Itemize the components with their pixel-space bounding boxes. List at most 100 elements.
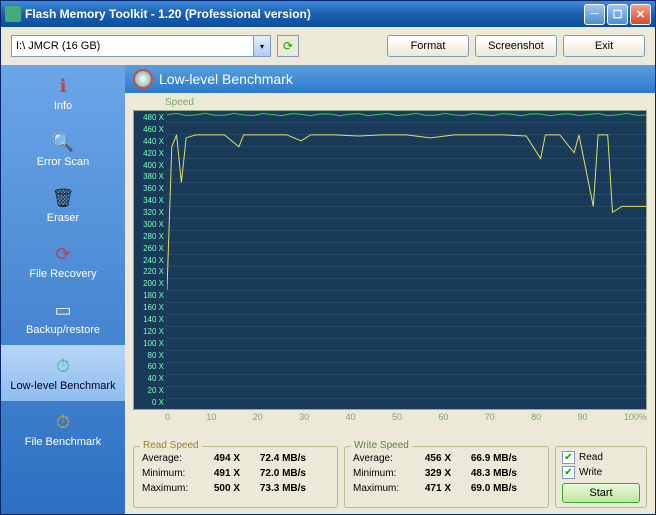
stat-x: 456 X [411,451,451,466]
chevron-down-icon: ▾ [253,36,270,56]
close-button[interactable]: ✕ [630,4,651,25]
chart-xaxis: 0102030405060708090100% [165,410,647,424]
xtick-label: 80 [531,412,541,422]
ytick-label: 220 X [136,267,164,276]
sidebar-item-label: Eraser [47,212,79,224]
ytick-label: 260 X [136,244,164,253]
sidebar-item-label: Error Scan [37,156,90,168]
refresh-icon: ⟳ [283,39,293,53]
stat-label: Minimum: [353,466,405,481]
sidebar-item-file-recovery[interactable]: ⟳ File Recovery [1,233,125,289]
xtick-label: 60 [438,412,448,422]
ytick-label: 100 X [136,339,164,348]
stat-label: Minimum: [142,466,194,481]
stats-row: Read Speed Average: 494 X 72.4 MB/s Minimum… [125,442,655,514]
sidebar-item-error-scan[interactable]: 🔍 Error Scan [1,121,125,177]
stopwatch-icon [133,69,153,89]
write-checkbox-label: Write [579,467,602,478]
screenshot-button[interactable]: Screenshot [475,35,557,57]
main-panel: Low-level Benchmark Speed 480 X 460 X 440 … [125,65,655,514]
refresh-button[interactable]: ⟳ [277,35,299,57]
xtick-label: 50 [392,412,402,422]
stat-mb: 72.0 MB/s [246,466,306,481]
stat-line: Average: 494 X 72.4 MB/s [142,451,329,466]
panel-header: Low-level Benchmark [125,65,655,93]
stat-mb: 72.4 MB/s [246,451,306,466]
toolbar: I:\ JMCR (16 GB) ▾ ⟳ Format Screenshot E… [1,27,655,65]
sidebar-item-low-level-benchmark[interactable]: ⏱ Low-level Benchmark [1,345,125,401]
sidebar-icon: ⏱ [51,410,75,434]
sidebar-item-label: File Benchmark [25,436,101,448]
sidebar-icon: 🔍 [51,130,75,154]
panel-title: Low-level Benchmark [159,71,293,87]
titlebar: Flash Memory Toolkit - 1.20 (Professiona… [1,1,655,27]
controls-group: ✔ Read ✔ Write Start [555,446,647,508]
stat-x: 500 X [200,481,240,496]
chart-yaxis: 480 X460 X440 X420 X400 X380 X360 X340 X… [134,111,166,409]
stat-mb: 69.0 MB/s [457,481,517,496]
minimize-button[interactable]: ─ [584,4,605,25]
read-checkbox[interactable]: ✔ Read [562,451,640,464]
ytick-label: 120 X [136,327,164,336]
sidebar-item-info[interactable]: ℹInfo [1,65,125,121]
ytick-label: 300 X [136,220,164,229]
read-speed-group: Read Speed Average:494 X72.4 MB/sMinimum… [133,446,338,508]
sidebar-item-eraser[interactable]: 🗑 Eraser [1,177,125,233]
write-legend: Write Speed [351,440,412,451]
window-title: Flash Memory Toolkit - 1.20 (Professiona… [25,7,584,21]
stat-line: Maximum: 500 X 73.3 MB/s [142,481,329,496]
chart-svg [167,111,646,409]
sidebar-item-label: File Recovery [29,268,96,280]
ytick-label: 20 X [136,386,164,395]
sidebar-icon: ⏱ [51,354,75,378]
ytick-label: 40 X [136,374,164,383]
drive-select[interactable]: I:\ JMCR (16 GB) ▾ [11,35,271,57]
stat-label: Average: [142,451,194,466]
ytick-label: 80 X [136,351,164,360]
maximize-button[interactable]: ☐ [607,4,628,25]
stat-label: Maximum: [353,481,405,496]
stat-x: 491 X [200,466,240,481]
stat-mb: 73.3 MB/s [246,481,306,496]
app-icon [5,6,21,22]
sidebar-item-label: Low-level Benchmark [10,380,115,392]
sidebar-item-backup-restore[interactable]: ▭ Backup/restore [1,289,125,345]
ytick-label: 480 X [136,113,164,122]
xtick-label: 90 [578,412,588,422]
stat-x: 494 X [200,451,240,466]
ytick-label: 60 X [136,362,164,371]
xtick-label: 70 [485,412,495,422]
format-button[interactable]: Format [387,35,469,57]
stat-line: Minimum: 329 X 48.3 MB/s [353,466,540,481]
ytick-label: 420 X [136,149,164,158]
exit-button[interactable]: Exit [563,35,645,57]
ytick-label: 440 X [136,137,164,146]
sidebar-icon: 🗑 [51,186,75,210]
stat-mb: 66.9 MB/s [457,451,517,466]
sidebar-icon: ⟳ [51,242,75,266]
ytick-label: 380 X [136,172,164,181]
sidebar-item-label: Backup/restore [26,324,100,336]
stat-label: Maximum: [142,481,194,496]
chart-speed-label: Speed [165,97,647,108]
start-button[interactable]: Start [562,483,640,503]
checkbox-icon: ✔ [562,466,575,479]
write-checkbox[interactable]: ✔ Write [562,466,640,479]
stat-line: Average:456 X66.9 MB/s [353,451,540,466]
sidebar: ℹInfo 🔍 Error Scan 🗑 Eraser ⟳ File Recovery ▭ Ba… [1,65,125,514]
xtick-label: 0 [165,412,170,422]
stat-x: 329 X [411,466,451,481]
ytick-label: 320 X [136,208,164,217]
read-legend: Read Speed [140,440,202,451]
xtick-label: 40 [346,412,356,422]
sidebar-icon: ▭ [51,298,75,322]
ytick-label: 200 X [136,279,164,288]
stat-mb: 48.3 MB/s [457,466,517,481]
sidebar-item-file-benchmark[interactable]: ⏱ File Benchmark [1,401,125,457]
sidebar-item-label: Info [54,100,72,112]
stat-line: Maximum:471 X69.0 MB/s [353,481,540,496]
ytick-label: 460 X [136,125,164,134]
checkbox-icon: ✔ [562,451,575,464]
chart-area: Speed 480 X460 X440 X420 X400 X380 X360 … [125,93,655,442]
ytick-label: 0 X [136,398,164,407]
